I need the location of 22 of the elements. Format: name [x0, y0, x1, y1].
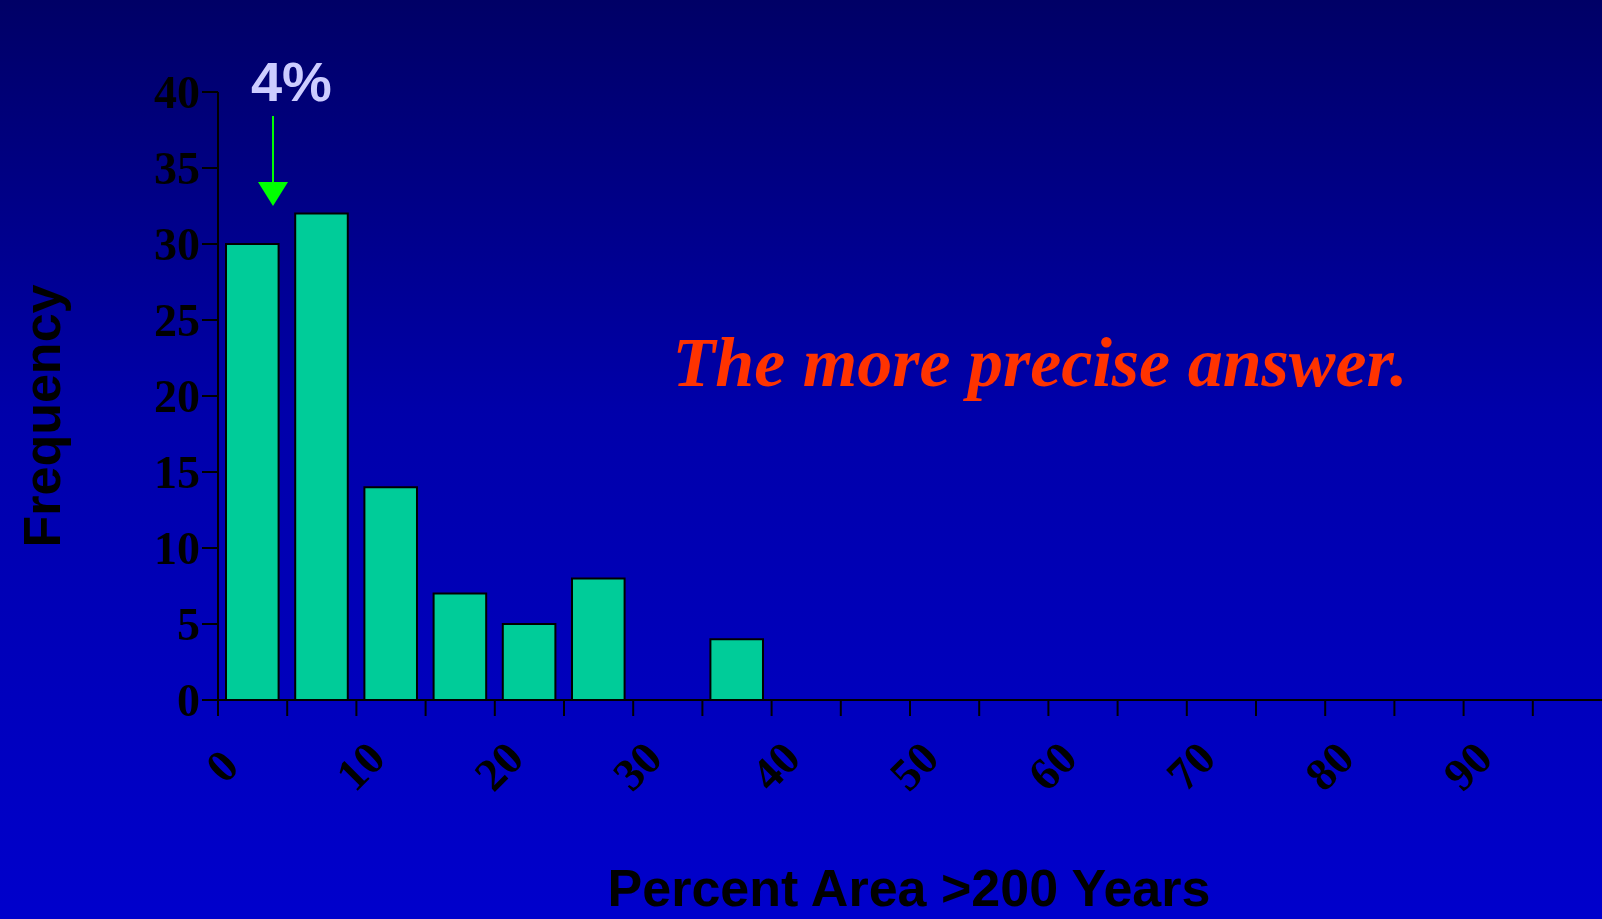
- x-tick-label: 30: [602, 731, 672, 801]
- x-tick-label: 10: [326, 731, 395, 801]
- y-tick-label: 30: [154, 219, 200, 271]
- y-tick-label: 25: [154, 295, 200, 347]
- x-axis-title: Percent Area >200 Years: [607, 859, 1211, 917]
- x-tick-label: 50: [879, 731, 949, 801]
- x-tick-label: 70: [1156, 731, 1226, 801]
- annotation: The more precise answer.: [672, 323, 1408, 403]
- x-tick-label: 20: [464, 731, 534, 801]
- y-tick-label: 5: [177, 599, 200, 651]
- y-tick-label: 0: [177, 675, 200, 727]
- y-tick-label: 15: [154, 447, 200, 499]
- x-tick-label: 90: [1433, 731, 1502, 801]
- y-tick-label: 10: [154, 523, 200, 575]
- y-tick-label: 20: [154, 371, 200, 423]
- y-tick-label: 40: [154, 67, 200, 119]
- y-axis-title: Frequency: [12, 284, 72, 548]
- x-tick-label: 60: [1018, 731, 1087, 801]
- y-tick-label: 35: [154, 143, 200, 195]
- x-tick-label: 80: [1294, 731, 1364, 801]
- annotation: 4%: [250, 48, 332, 114]
- x-tick-label: 40: [741, 731, 810, 801]
